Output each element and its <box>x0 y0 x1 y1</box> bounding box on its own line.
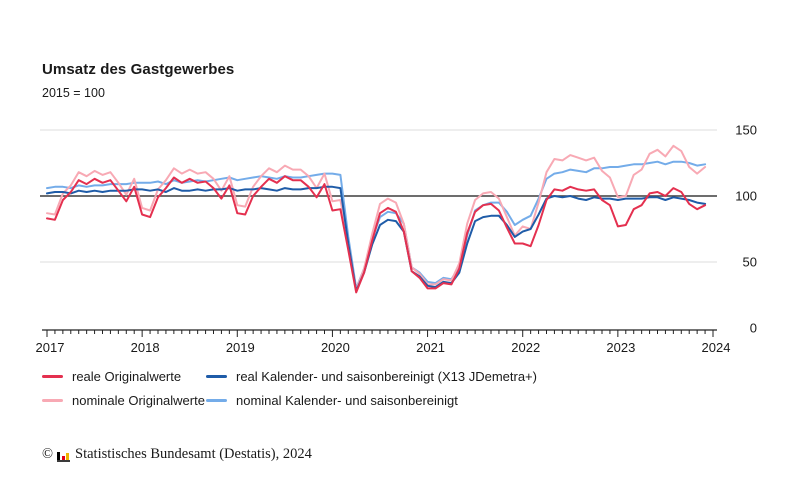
y-tick-label-100: 100 <box>735 189 757 204</box>
y-tick-label-150: 150 <box>735 123 757 138</box>
legend-label: reale Originalwerte <box>72 369 182 384</box>
legend-label: nominal Kalender- und saisonbereinigt <box>236 393 458 408</box>
source-attribution: © Statistisches Bundesamt (Destatis), 20… <box>42 446 312 463</box>
legend-row-2: nominale Originalwerte nominal Kalender-… <box>42 393 742 408</box>
legend-line-real-original-icon <box>42 375 63 378</box>
x-tick-label-2020: 2020 <box>321 340 350 355</box>
x-tick-label-2019: 2019 <box>226 340 255 355</box>
x-tick-label-2023: 2023 <box>606 340 635 355</box>
source-text: Statistisches Bundesamt (Destatis), 2024 <box>75 446 312 462</box>
y-tick-label-50: 50 <box>743 255 757 270</box>
legend-item-reale-originalwerte: reale Originalwerte <box>42 369 206 384</box>
x-tick-label-2022: 2022 <box>511 340 540 355</box>
series-line-real_adjusted <box>46 185 707 292</box>
chart-legend: reale Originalwerte real Kalender- und s… <box>42 369 742 417</box>
series-line-real_original <box>46 175 707 294</box>
y-tick-label-0: 0 <box>750 321 757 336</box>
legend-line-real-adjusted-icon <box>206 375 227 378</box>
legend-row-1: reale Originalwerte real Kalender- und s… <box>42 369 742 384</box>
legend-line-nominal-adjusted-icon <box>206 399 227 402</box>
legend-item-nominale-originalwerte: nominale Originalwerte <box>42 393 206 408</box>
legend-label: real Kalender- und saisonbereinigt (X13 … <box>236 369 537 384</box>
x-tick-label-2021: 2021 <box>416 340 445 355</box>
series-line-nominal_original <box>46 144 707 291</box>
legend-label: nominale Originalwerte <box>72 393 205 408</box>
x-tick-label-2024: 2024 <box>702 340 731 355</box>
copyright-symbol: © <box>42 446 54 462</box>
destatis-bar-chart-icon <box>57 447 71 462</box>
chart-title: Umsatz des Gastgewerbes <box>42 61 235 78</box>
legend-item-real-saisonbereinigt: real Kalender- und saisonbereinigt (X13 … <box>206 369 537 384</box>
legend-item-nominal-saisonbereinigt: nominal Kalender- und saisonbereinigt <box>206 393 458 408</box>
chart-subtitle: 2015 = 100 <box>42 86 105 100</box>
x-tick-label-2018: 2018 <box>131 340 160 355</box>
legend-line-nominal-original-icon <box>42 399 63 402</box>
x-tick-label-2017: 2017 <box>36 340 65 355</box>
